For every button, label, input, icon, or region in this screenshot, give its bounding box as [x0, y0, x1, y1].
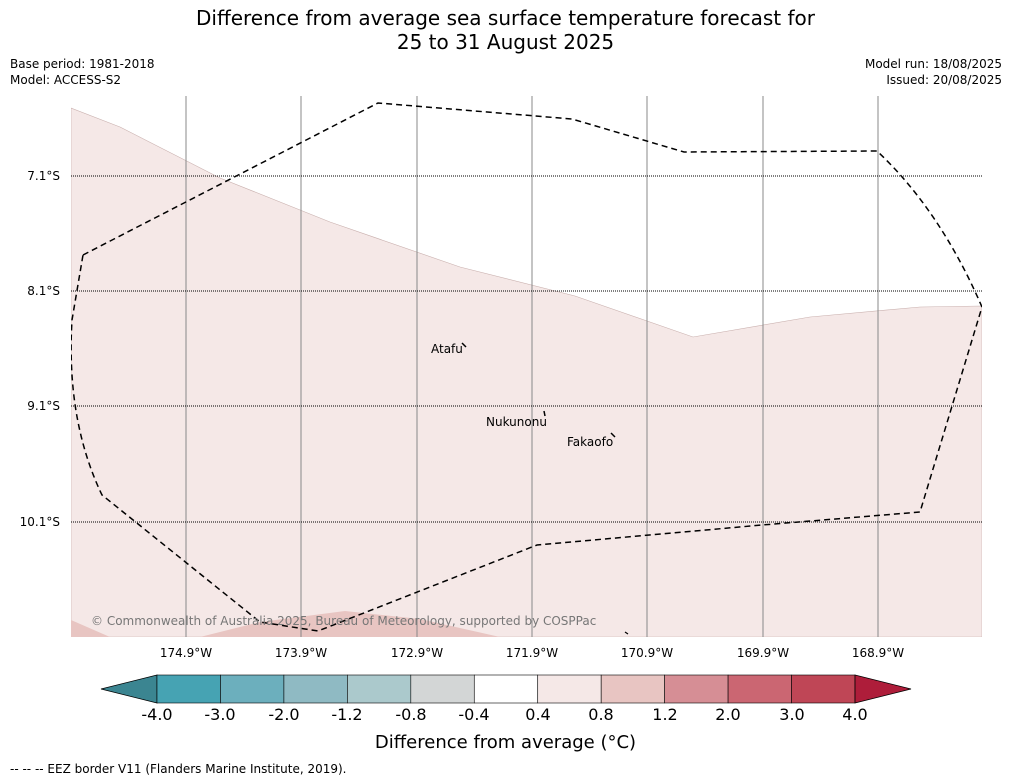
fakaofo-island-shape [610, 432, 616, 438]
lon-label: 169.9°W [736, 646, 790, 660]
colorbar-cell [410, 674, 475, 704]
colorbar-tick-label: 0.8 [588, 705, 614, 724]
model-run-date: Model run: 18/08/2025 [864, 57, 1002, 71]
colorbar-cell [156, 674, 221, 704]
colorbar-tick-label: 4.0 [842, 705, 868, 724]
colorbar-extend-high [854, 674, 912, 704]
anomaly-region-light [71, 107, 982, 637]
nukunonu-island-shape [543, 410, 546, 417]
colorbar [100, 674, 912, 704]
base-period: Base period: 1981-2018 [10, 57, 155, 71]
model-name: Model: ACCESS-S2 [10, 73, 122, 87]
colorbar-cell [473, 674, 539, 704]
colorbar-cell [791, 674, 856, 704]
place-label-nukunonu: Nukunonu [486, 415, 547, 429]
lon-label: 173.9°W [274, 646, 328, 660]
anomaly-region-darker-mid [200, 611, 500, 637]
colorbar-tick-label: -1.2 [331, 705, 363, 724]
map-title-line-2: 25 to 31 August 2025 [396, 30, 615, 54]
colorbar-tick-label: -4.0 [141, 705, 173, 724]
lon-label: 171.9°W [505, 646, 559, 660]
colorbar-cell [220, 674, 285, 704]
map-title-line-1: Difference from average sea surface temp… [195, 6, 815, 30]
colorbar-tick-label: -2.0 [268, 705, 300, 724]
place-label-atafu: Atafu [431, 342, 463, 356]
colorbar-tick-label: -3.0 [204, 705, 236, 724]
colorbar-title: Difference from average (°C) [374, 732, 637, 753]
colorbar-tick-label: 0.4 [525, 705, 551, 724]
colorbar-cell [537, 674, 602, 704]
lat-label: 9.1°S [27, 399, 60, 413]
issued-date: Issued: 20/08/2025 [886, 73, 1002, 87]
eez-border [71, 102, 982, 632]
lat-label: 7.1°S [27, 169, 60, 183]
atafu-island-shape [461, 342, 467, 348]
colorbar-tick-label: -0.8 [395, 705, 427, 724]
lat-label: 10.1°S [19, 515, 60, 529]
colorbar-tick-label: 2.0 [715, 705, 741, 724]
colorbar-tick-label: 3.0 [779, 705, 805, 724]
colorbar-cell [600, 674, 665, 704]
lat-label: 8.1°S [27, 284, 60, 298]
colorbar-cell [347, 674, 412, 704]
place-label-fakaofo: Fakaofo [567, 435, 614, 449]
colorbar-cell [664, 674, 729, 704]
eez-legend-footnote: -- -- -- EEZ border V11 (Flanders Marine… [10, 762, 347, 776]
colorbar-tick-label: -0.4 [458, 705, 490, 724]
colorbar-tick-label: 1.2 [652, 705, 678, 724]
lon-label: 174.9°W [159, 646, 213, 660]
lon-label: 172.9°W [390, 646, 444, 660]
lon-label: 168.9°W [851, 646, 905, 660]
colorbar-cell [727, 674, 792, 704]
colorbar-cell [283, 674, 348, 704]
colorbar-extend-low [100, 674, 158, 704]
copyright-notice: © Commonwealth of Australia 2025, Bureau… [91, 614, 597, 628]
small-island-shape [624, 631, 629, 635]
lon-label: 170.9°W [620, 646, 674, 660]
anomaly-region-darker-left [71, 620, 110, 637]
